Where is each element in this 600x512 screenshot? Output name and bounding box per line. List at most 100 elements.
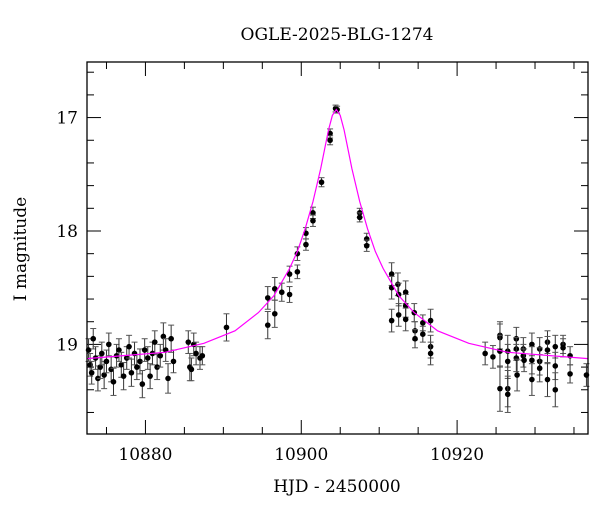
- point-marker: [536, 365, 543, 372]
- point-marker: [165, 375, 171, 382]
- point-marker: [497, 385, 503, 392]
- point-marker: [303, 241, 309, 248]
- data-point: [264, 311, 271, 340]
- x-tick-label: 10920: [430, 445, 484, 465]
- point-marker: [126, 343, 132, 350]
- y-tick-label: 18: [56, 222, 78, 242]
- data-point: [536, 354, 543, 383]
- point-marker: [90, 335, 97, 342]
- data-point: [412, 329, 419, 349]
- point-marker: [139, 381, 146, 387]
- point-marker: [88, 369, 95, 376]
- point-marker: [144, 355, 151, 361]
- point-marker: [188, 366, 195, 373]
- point-marker: [412, 335, 418, 342]
- data-point: [528, 363, 535, 396]
- data-point: [395, 303, 402, 327]
- data-point: [402, 307, 409, 332]
- y-tick-labels: 17 18 19: [56, 109, 78, 356]
- point-marker: [490, 354, 496, 360]
- data-point: [185, 330, 192, 354]
- y-axis-label: I magnitude: [11, 197, 31, 301]
- chart-title: OGLE-2025-BLG-1274: [241, 25, 434, 45]
- data-point: [552, 372, 559, 408]
- data-point: [264, 286, 271, 310]
- data-point: [97, 355, 104, 379]
- point-marker: [223, 324, 230, 331]
- data-point: [157, 343, 164, 368]
- data-point: [544, 335, 551, 365]
- data-point: [544, 362, 551, 398]
- data-point: [514, 358, 521, 392]
- point-marker: [271, 310, 278, 317]
- x-tick-label: 10880: [118, 445, 172, 465]
- data-point: [294, 264, 301, 280]
- data-point: [496, 365, 503, 412]
- plot-frame: [86, 61, 589, 435]
- point-marker: [504, 358, 511, 365]
- point-marker: [134, 364, 140, 370]
- data-point: [286, 286, 293, 303]
- point-marker: [529, 376, 535, 383]
- point-marker: [363, 242, 370, 249]
- point-marker: [420, 331, 426, 337]
- point-marker: [264, 322, 271, 328]
- point-marker: [147, 373, 153, 379]
- point-marker: [264, 295, 271, 301]
- point-marker: [395, 281, 401, 288]
- point-marker: [318, 179, 325, 186]
- point-marker: [567, 371, 573, 377]
- point-marker: [395, 312, 402, 318]
- y-tick-label: 19: [56, 335, 78, 355]
- point-marker: [160, 333, 167, 340]
- data-point: [327, 135, 334, 146]
- point-marker: [402, 316, 409, 323]
- data-point: [482, 341, 489, 366]
- point-marker: [170, 358, 177, 365]
- point-marker: [199, 352, 206, 359]
- data-point: [170, 349, 177, 374]
- data-point: [120, 362, 127, 391]
- data-point: [278, 282, 285, 302]
- data-point: [165, 363, 172, 394]
- data-point: [110, 367, 117, 396]
- x-tick-label: 10900: [274, 445, 328, 465]
- data-point: [427, 341, 434, 366]
- point-marker: [427, 317, 434, 324]
- point-marker: [310, 210, 316, 216]
- point-marker: [529, 341, 535, 348]
- point-marker: [482, 350, 488, 357]
- point-marker: [420, 320, 426, 326]
- point-marker: [154, 364, 160, 370]
- data-point: [294, 246, 301, 261]
- point-marker: [168, 335, 174, 342]
- point-marker: [99, 350, 105, 357]
- data-point: [168, 324, 175, 353]
- point-marker: [128, 369, 135, 376]
- point-marker: [552, 386, 559, 393]
- point-marker: [118, 362, 125, 368]
- data-point: [271, 299, 278, 328]
- point-marker: [294, 269, 301, 275]
- point-marker: [106, 341, 112, 348]
- data-point: [88, 360, 95, 385]
- point-marker: [157, 352, 164, 359]
- point-marker: [271, 286, 278, 292]
- model-curve: [86, 108, 589, 360]
- point-marker: [544, 376, 551, 383]
- x-tick-labels: 10880 10900 10920: [118, 445, 484, 465]
- point-marker: [544, 347, 551, 353]
- data-point: [141, 338, 148, 362]
- point-marker: [521, 357, 527, 364]
- point-marker: [388, 317, 395, 324]
- data-point: [520, 343, 527, 368]
- point-marker: [513, 355, 520, 361]
- point-marker: [193, 350, 199, 357]
- data-point: [199, 346, 206, 366]
- data-point: [560, 338, 567, 358]
- data-point: [567, 346, 574, 366]
- data-point: [302, 238, 309, 251]
- data-point: [419, 325, 426, 343]
- data-point: [318, 177, 325, 188]
